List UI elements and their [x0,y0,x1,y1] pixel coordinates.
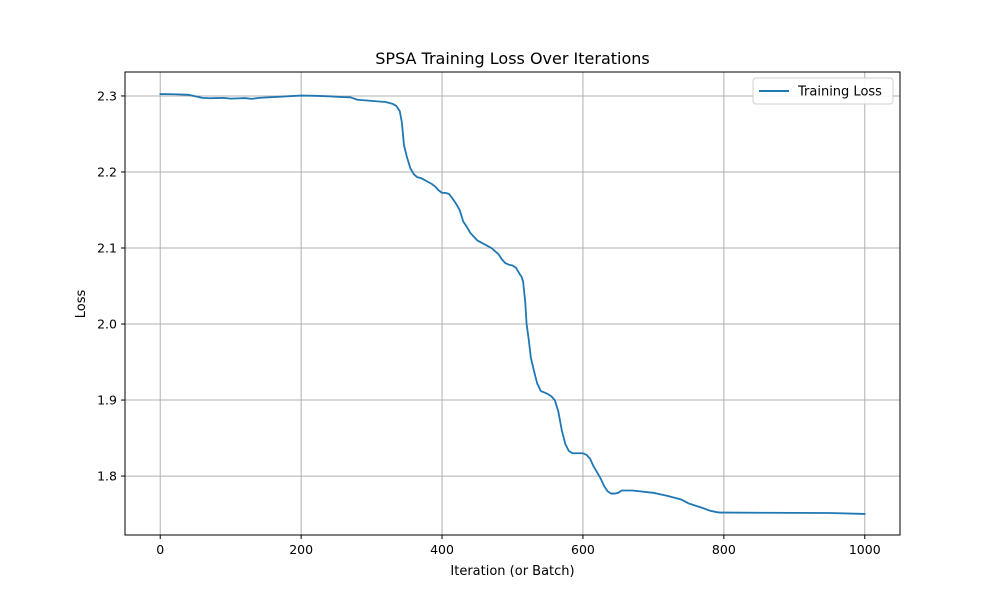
plot-area-frame [124,71,901,536]
y-tick-label: 1.8 [97,469,117,484]
y-tick-label: 2.1 [97,241,117,256]
x-axis-label: Iteration (or Batch) [450,564,574,579]
y-tick-label: 2.2 [97,164,117,179]
y-axis-label: Loss [74,290,89,319]
x-tick-label: 600 [571,542,595,557]
x-axis-ticks: 0 200 400 600 800 1000 [156,535,881,557]
grid [125,72,900,535]
legend: Training Loss [752,77,894,105]
legend-label-training-loss: Training Loss [797,85,882,100]
y-tick-label: 2.3 [97,88,117,103]
x-tick-label: 200 [289,542,313,557]
x-tick-label: 800 [712,542,736,557]
chart-title: SPSA Training Loss Over Iterations [375,49,649,68]
legend-box [752,77,894,105]
x-tick-label: 1000 [849,542,881,557]
y-tick-label: 2.0 [97,317,117,332]
x-tick-label: 0 [156,542,164,557]
series-line-training-loss [159,93,866,515]
x-tick-label: 400 [430,542,454,557]
y-tick-label: 1.9 [97,393,117,408]
series-layer [159,93,866,515]
y-axis-ticks: 1.8 1.9 2.0 2.1 2.2 2.3 [97,88,125,484]
